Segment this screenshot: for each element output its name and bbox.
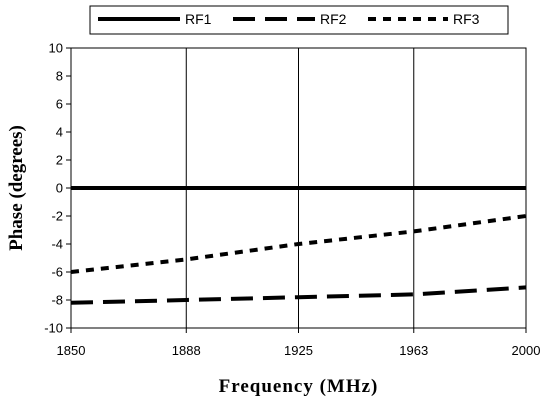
x-tick-label: 1888	[172, 343, 201, 358]
y-tick-label: 10	[49, 41, 63, 56]
legend-label-rf1: RF1	[185, 11, 212, 27]
y-tick-label: 8	[56, 69, 63, 84]
x-axis-ticks: 1850 1888 1925 1963 2000	[57, 328, 541, 358]
y-tick-label: -6	[51, 265, 63, 280]
series-lines	[70, 186, 527, 305]
x-tick-label: 1963	[399, 343, 428, 358]
y-tick-label: 4	[56, 125, 63, 140]
x-tick-label: 2000	[512, 343, 541, 358]
y-tick-label: -2	[51, 209, 63, 224]
series-line-rf2	[70, 285, 527, 305]
x-tick-label: 1850	[57, 343, 86, 358]
y-tick-label: 6	[56, 97, 63, 112]
legend-label-rf3: RF3	[453, 11, 480, 27]
y-tick-label: -4	[51, 237, 63, 252]
y-tick-label: -8	[51, 293, 63, 308]
legend: RF1 RF2 RF3	[89, 5, 509, 35]
legend-label-rf2: RF2	[320, 11, 347, 27]
y-tick-label: 2	[56, 153, 63, 168]
series-line-rf3	[70, 214, 527, 274]
x-tick-label: 1925	[284, 343, 313, 358]
y-tick-label: 0	[56, 181, 63, 196]
y-axis-ticks: -10 -8 -6 -4 -2 0 2 4 6 8 10	[44, 41, 71, 336]
x-axis-title: Frequency (MHz)	[219, 376, 379, 397]
y-tick-label: -10	[44, 321, 63, 336]
y-axis-title: Phase (degrees)	[6, 125, 27, 251]
